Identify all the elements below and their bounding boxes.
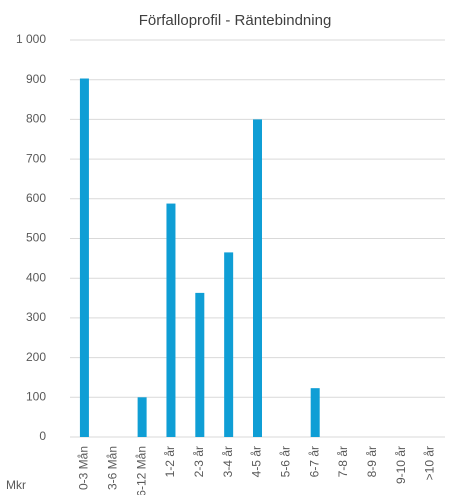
bar xyxy=(195,292,205,437)
bar xyxy=(224,252,234,437)
x-tick-label: 1-2 år xyxy=(163,446,177,477)
y-tick-label: 300 xyxy=(26,310,46,324)
y-tick-label: 500 xyxy=(26,231,46,245)
x-tick-label: 3-4 år xyxy=(221,446,235,477)
x-tick-label: 6-12 Mån xyxy=(134,446,148,495)
bar xyxy=(166,203,176,437)
x-tick-label: 6-7 år xyxy=(307,446,321,477)
x-tick-label: 3-6 Mån xyxy=(105,446,119,490)
y-tick-label: 1 000 xyxy=(16,32,46,46)
unit-label: Mkr xyxy=(6,478,26,492)
y-tick-label: 400 xyxy=(26,270,46,284)
y-tick-label: 0 xyxy=(39,429,46,443)
bar xyxy=(253,119,262,438)
x-tick-label: 9-10 år xyxy=(394,446,408,484)
x-tick-label: 5-6 år xyxy=(279,446,293,477)
bar xyxy=(79,78,89,437)
x-tick-label: 7-8 år xyxy=(336,446,350,477)
bar xyxy=(310,388,320,437)
bar xyxy=(137,397,147,437)
y-tick-label: 900 xyxy=(26,72,46,86)
x-tick-label: 8-9 år xyxy=(365,446,379,477)
x-tick-label: 2-3 år xyxy=(192,446,206,477)
x-tick-label: >10 år xyxy=(423,446,437,480)
y-tick-label: 200 xyxy=(26,350,46,364)
x-tick-label: 0-3 Mån xyxy=(77,446,91,490)
x-tick-label: 4-5 år xyxy=(250,446,264,477)
y-tick-label: 600 xyxy=(26,191,46,205)
chart-title: Förfalloprofil - Räntebindning xyxy=(139,12,332,29)
y-tick-label: 100 xyxy=(26,389,46,403)
y-tick-label: 700 xyxy=(26,151,46,165)
y-tick-label: 800 xyxy=(26,112,46,126)
